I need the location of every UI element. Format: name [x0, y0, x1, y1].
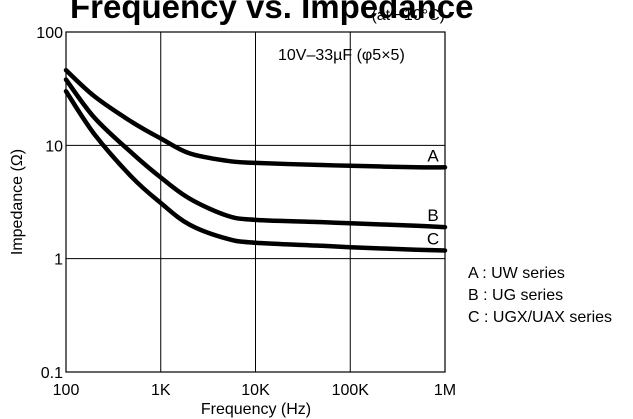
series-c-label: C: [427, 230, 439, 249]
plot-frame: [65, 31, 446, 373]
legend: A : UW series B : UG series C : UGX/UAX se…: [468, 265, 612, 326]
series-a-line: [63, 67, 448, 170]
x-tick-label: 1K: [151, 382, 171, 399]
legend-item-c: C : UGX/UAX series: [468, 309, 612, 326]
y-tick-label: 0.1: [41, 365, 63, 382]
x-tick-label: 100K: [332, 382, 370, 399]
y-tick-label: 1: [54, 252, 63, 269]
chart-title: Frequency vs. Impedance: [70, 0, 474, 25]
series-labels: A BC: [427, 146, 439, 248]
x-axis-label: Frequency (Hz): [201, 401, 311, 418]
y-tick-labels: 0.1 1 10 100: [36, 25, 63, 382]
x-tick-labels: 100 1K 10K 100K 1M: [53, 382, 456, 399]
series-a-label: A: [427, 146, 439, 165]
grid: [65, 31, 446, 373]
y-tick-label: 10: [45, 138, 63, 155]
x-tick-label: 1M: [434, 382, 456, 399]
y-tick-label: 100: [36, 25, 63, 42]
curves: [63, 67, 448, 253]
condition-label: (at −10°C): [371, 7, 445, 24]
y-axis-label: Impedance (Ω): [9, 149, 26, 255]
spec-annotation: 10V–33µF (φ5×5): [278, 47, 405, 64]
series-b-label: B: [427, 206, 438, 225]
legend-item-b: B : UG series: [468, 287, 563, 304]
x-tick-label: 10K: [241, 382, 270, 399]
series-b-line: [63, 77, 448, 230]
x-tick-label: 100: [53, 382, 80, 399]
series-c-line: [63, 89, 448, 253]
legend-item-a: A : UW series: [468, 265, 565, 282]
